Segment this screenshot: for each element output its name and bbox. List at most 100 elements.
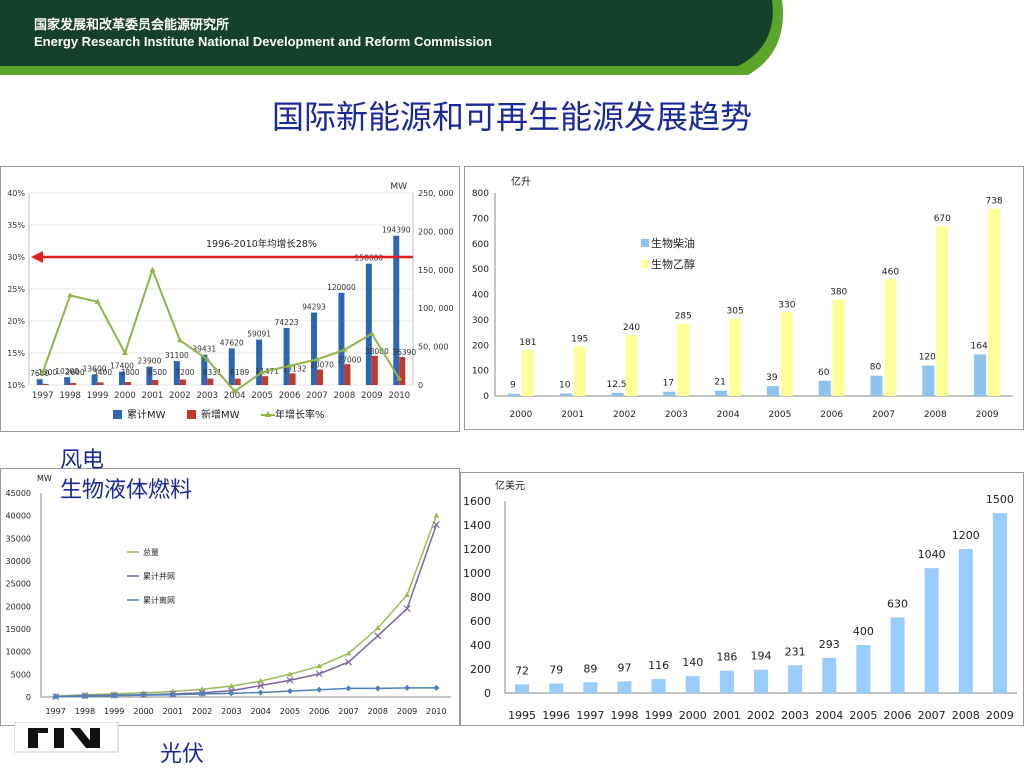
solar-heat-x-tick: 1999 — [645, 709, 673, 722]
biofuel-bar-ethanol — [988, 208, 1001, 396]
wind-bar-cumulative — [146, 366, 153, 385]
biofuel-legend-label: 生物柴油 — [651, 236, 695, 250]
solar-heat-x-tick: 2007 — [918, 709, 946, 722]
wind-growth-point — [396, 375, 403, 381]
wind-label-cumulative: 120000 — [327, 283, 356, 292]
pv-point-offgrid — [111, 692, 118, 699]
pv-legend-label: 总量 — [143, 547, 159, 557]
wind-growth-point — [231, 388, 238, 394]
biofuel-label-ethanol: 195 — [571, 335, 588, 345]
pv-x-tick: 2010 — [426, 707, 446, 716]
biofuel-x-tick: 2006 — [820, 410, 843, 420]
biofuel-bar-diesel — [611, 392, 624, 396]
wind-growth-point — [286, 362, 293, 368]
wind-label-cumulative: 13600 — [83, 365, 107, 374]
wind-x-tick: 2007 — [306, 391, 328, 401]
biofuel-y-tick: 100 — [472, 367, 489, 377]
wind-label-cumulative: 59091 — [247, 330, 271, 339]
wind-bar-cumulative — [311, 312, 317, 385]
solar-heat-x-tick: 2000 — [679, 709, 707, 722]
wind-growth-point — [149, 266, 156, 272]
pv-legend-label: 累计并网 — [143, 571, 175, 581]
caption-biofuel: 生物液体燃料 — [60, 478, 193, 503]
solar-heat-y-tick: 800 — [470, 591, 491, 604]
biofuel-label-diesel: 17 — [663, 379, 674, 389]
wind-label-new: 2600 — [66, 368, 85, 377]
wind-legend-marker — [265, 411, 271, 417]
wind-x-tick: 2003 — [196, 391, 218, 401]
pv-point-grid — [257, 682, 265, 690]
pv-y-tick: 20000 — [6, 602, 31, 611]
pv-chart-panel: MW 0 5000 10000 15000 20000 25000 30000 35000 400… — [0, 468, 460, 726]
pv-point-total — [199, 686, 206, 692]
pv-y-tick: 10000 — [6, 648, 31, 657]
pv-point-offgrid — [52, 693, 59, 700]
wind-x-tick: 2005 — [251, 391, 273, 401]
biofuel-y-tick: 400 — [472, 291, 489, 301]
wind-bar-cumulative — [365, 263, 372, 385]
biofuel-x-tick: 2003 — [665, 410, 688, 420]
biofuel-bar-ethanol — [780, 312, 793, 396]
pv-y-tick: 45000 — [6, 489, 31, 498]
pv-line-offgrid — [55, 687, 437, 698]
pv-x-tick: 1997 — [45, 707, 65, 716]
wind-label-new: 1500 — [38, 368, 57, 377]
pv-y-tick: 5000 — [11, 670, 31, 679]
wind-growth-point — [122, 350, 128, 355]
wind-y-right-tick: 0 — [418, 381, 423, 390]
pv-x-tick: 2000 — [133, 707, 153, 716]
solar-heat-label: 79 — [549, 664, 563, 677]
pv-point-grid — [432, 521, 440, 529]
solar-heat-y-unit: 亿美元 — [495, 479, 525, 492]
wind-label-new: 6500 — [148, 368, 167, 377]
pv-point-offgrid — [316, 686, 323, 693]
pv-point-total — [257, 678, 264, 684]
solar-heat-y-tick: 400 — [470, 639, 491, 652]
pv-point-total — [374, 625, 381, 631]
wind-label-new: 8189 — [230, 368, 249, 377]
solar-heat-x-tick: 2004 — [815, 709, 843, 722]
wind-label-cumulative: 74223 — [275, 318, 299, 327]
wind-x-tick: 2000 — [114, 391, 136, 401]
wind-label-new: 7200 — [175, 368, 194, 377]
biofuel-bar-ethanol — [677, 323, 690, 396]
pv-x-tick: 2009 — [397, 707, 417, 716]
pv-point-offgrid — [199, 690, 206, 697]
caption-wind: 风电 — [60, 448, 105, 473]
pv-legend-label: 累计离网 — [143, 595, 175, 605]
biofuel-label-diesel: 164 — [971, 341, 988, 351]
pv-point-offgrid — [345, 685, 352, 692]
wind-annotation: 1996-2010年均增长28% — [206, 238, 317, 250]
wind-y-right-unit: MW — [390, 182, 407, 192]
caption-pv: 光伏 — [160, 742, 205, 767]
solar-heat-label: 1040 — [918, 548, 946, 561]
wind-bar-new — [97, 382, 104, 385]
solar-heat-bar — [549, 683, 564, 693]
biofuel-bar-ethanol — [573, 346, 586, 396]
header-banner: 国家发展和改革委员会能源研究所 Energy Research Institut… — [0, 0, 1024, 80]
biofuel-bar-ethanol — [625, 335, 638, 396]
solar-heat-bar — [788, 665, 803, 693]
biofuel-chart-panel: 亿升 0 100 200 300 400 500 600 700 800 9 181 2000 10 195… — [464, 166, 1024, 430]
pv-y-unit: MW — [37, 474, 52, 483]
biofuel-label-diesel: 80 — [870, 363, 882, 373]
wind-x-tick: 1999 — [87, 391, 109, 401]
wind-bar-new — [125, 382, 131, 385]
biofuel-bar-ethanol — [521, 350, 534, 396]
biofuel-label-diesel: 21 — [714, 378, 725, 388]
biofuel-label-diesel: 9 — [510, 381, 516, 391]
biofuel-label-ethanol: 181 — [519, 338, 536, 348]
wind-chart: 10% 15% 20% 25% 30% 35% 40% 0 50, 000 100, 000 150… — [7, 182, 454, 421]
header-background — [0, 0, 783, 75]
biofuel-label-ethanol: 738 — [986, 197, 1003, 207]
pv-x-tick: 1998 — [75, 707, 95, 716]
solar-heat-label: 1500 — [986, 493, 1014, 506]
solar-heat-bar — [924, 568, 939, 693]
solar-heat-x-tick: 2006 — [884, 709, 912, 722]
wind-bar-new — [234, 378, 241, 385]
biofuel-y-tick: 800 — [472, 189, 489, 199]
wind-growth-point — [176, 337, 183, 343]
wind-bar-new — [289, 373, 296, 385]
wind-bar-cumulative — [64, 377, 71, 385]
wind-y-right-tick: 200, 000 — [418, 227, 454, 236]
